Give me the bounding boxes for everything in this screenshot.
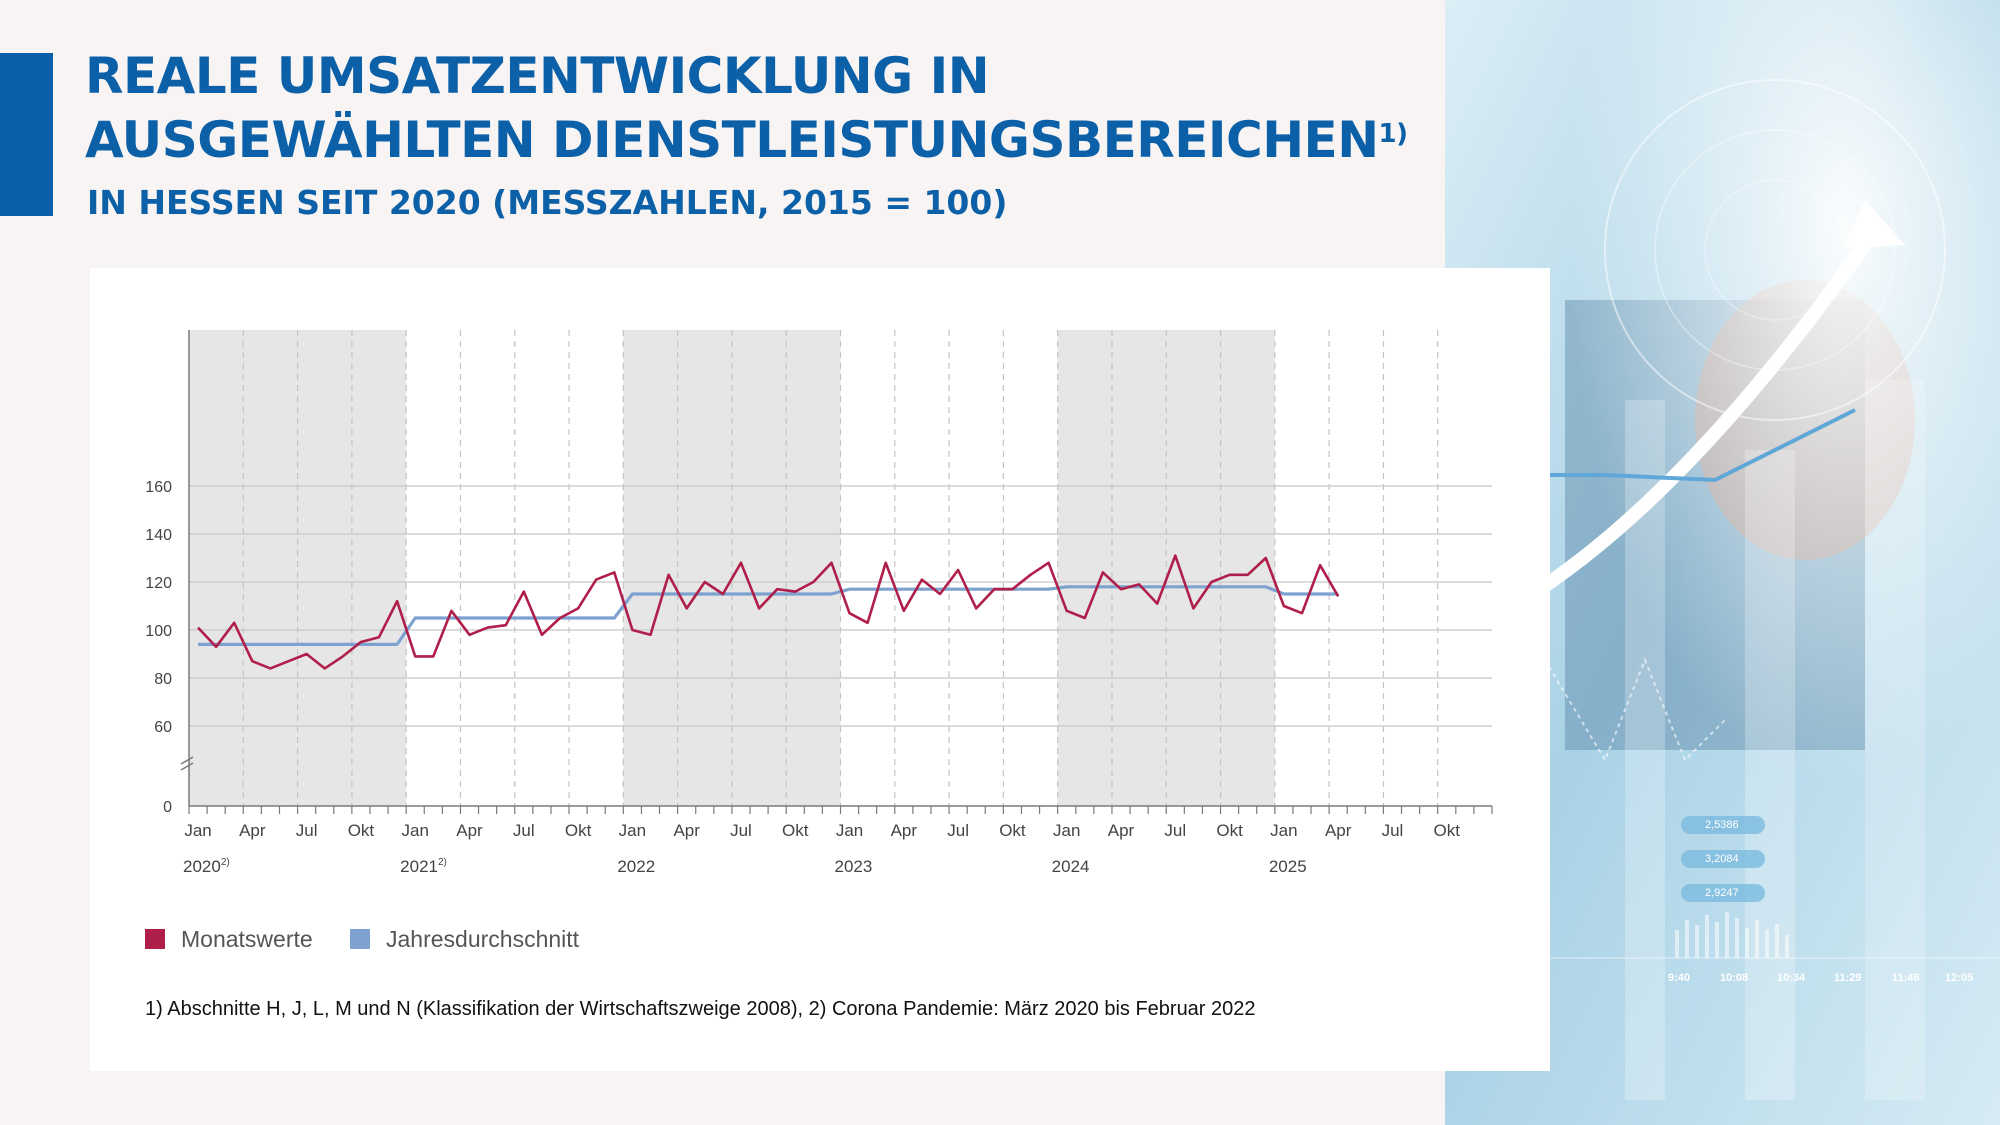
brand-accent-bar	[0, 53, 53, 216]
title-line-1: REALE UMSATZENTWICKLUNG IN	[85, 47, 990, 105]
chart-gridlines	[189, 330, 1492, 806]
x-tick-label-month: Jan	[1053, 821, 1080, 840]
x-tick-label-year-2025: 2025	[1269, 857, 1307, 876]
x-tick-label-month: Apr	[456, 821, 483, 840]
background-readout-2: 3,2084	[1705, 853, 1739, 865]
x-tick-label-month: Apr	[673, 821, 700, 840]
series-line-monatswerte	[197, 554, 1340, 670]
y-tick-label-60: 60	[154, 719, 172, 736]
axis-break-marker	[180, 756, 194, 771]
background-time-5: 11:46	[1892, 972, 1920, 984]
title-footnote-marker: 1)	[1378, 119, 1408, 149]
x-tick-labels: Jan Apr Jul Okt 20202) Jan Apr Jul Okt 20212) Jan A…	[183, 821, 1460, 876]
x-tick-label-month: Okt	[782, 821, 809, 840]
x-tick-label-month: Jan	[184, 821, 211, 840]
x-tick-label-month: Jan	[1270, 821, 1297, 840]
legend-label-annual: Jahresdurchschnitt	[386, 925, 580, 952]
x-tick-label-month: Okt	[1216, 821, 1243, 840]
x-tick-label-month: Jul	[513, 821, 535, 840]
x-tick-label-month: Jul	[730, 821, 752, 840]
x-tick-label-month: Jul	[1382, 821, 1404, 840]
year-footnote-marker: 2)	[221, 857, 230, 868]
series-line-jahresdurchschnitt	[198, 585, 1339, 647]
legend-swatch-annual	[350, 929, 370, 949]
background-readout-3: 2,9247	[1705, 887, 1739, 899]
background-time-4: 11:29	[1834, 972, 1862, 984]
x-tick-label-month: Apr	[1108, 821, 1135, 840]
chart-title: REALE UMSATZENTWICKLUNG IN AUSGEWÄHLTEN …	[85, 44, 1408, 172]
chart-axes	[180, 330, 1493, 814]
x-tick-label-year-2020: 20202)	[183, 857, 230, 876]
background-readout-1: 2,5386	[1705, 819, 1739, 831]
legend-label-monthly: Monatswerte	[181, 925, 313, 952]
x-tick-label-month: Okt	[565, 821, 592, 840]
chart-series	[197, 554, 1340, 670]
x-tick-label-month: Jan	[402, 821, 429, 840]
y-tick-labels: 0 60 80 100 120 140 160	[145, 479, 172, 816]
background-time-2: 10:08	[1720, 972, 1749, 984]
x-tick-label-year-2022: 2022	[617, 857, 655, 876]
y-tick-label-100: 100	[145, 623, 172, 640]
x-tick-label-month: Jan	[619, 821, 646, 840]
background-time-1: 9:40	[1668, 972, 1691, 984]
y-tick-label-0: 0	[163, 799, 172, 816]
x-tick-label-year-2024: 2024	[1052, 857, 1090, 876]
y-tick-label-80: 80	[154, 671, 172, 688]
year-footnote-marker: 2)	[438, 857, 447, 868]
x-tick-label-month: Apr	[239, 821, 266, 840]
y-tick-label-160: 160	[145, 479, 172, 496]
x-tick-label-month: Jul	[947, 821, 969, 840]
x-tick-label-month: Jul	[296, 821, 318, 840]
x-tick-label-month: Apr	[891, 821, 918, 840]
background-time-3: 10:34	[1777, 972, 1806, 984]
y-tick-label-140: 140	[145, 527, 172, 544]
title-line-2: AUSGEWÄHLTEN DIENSTLEISTUNGSBEREICHEN	[85, 111, 1379, 169]
x-tick-label-month: Okt	[348, 821, 375, 840]
x-tick-label-month: Jan	[836, 821, 863, 840]
x-tick-label-year-2021: 20212)	[400, 857, 447, 876]
legend-item-annual: Jahresdurchschnitt	[350, 925, 579, 953]
x-tick-label-month: Apr	[1325, 821, 1352, 840]
y-tick-label-120: 120	[145, 575, 172, 592]
x-tick-label-year-2023: 2023	[835, 857, 873, 876]
x-tick-label-month: Okt	[999, 821, 1026, 840]
legend-swatch-monthly	[145, 929, 165, 949]
legend-item-monthly: Monatswerte	[145, 925, 313, 953]
x-tick-label-month: Jul	[1164, 821, 1186, 840]
x-tick-label-month: Okt	[1434, 821, 1461, 840]
chart-subtitle: IN HESSEN SEIT 2020 (MESSZAHLEN, 2015 = …	[87, 183, 1008, 222]
background-time-6: 12:05	[1945, 972, 1974, 984]
footnote: 1) Abschnitte H, J, L, M und N (Klassifi…	[145, 998, 1256, 1020]
